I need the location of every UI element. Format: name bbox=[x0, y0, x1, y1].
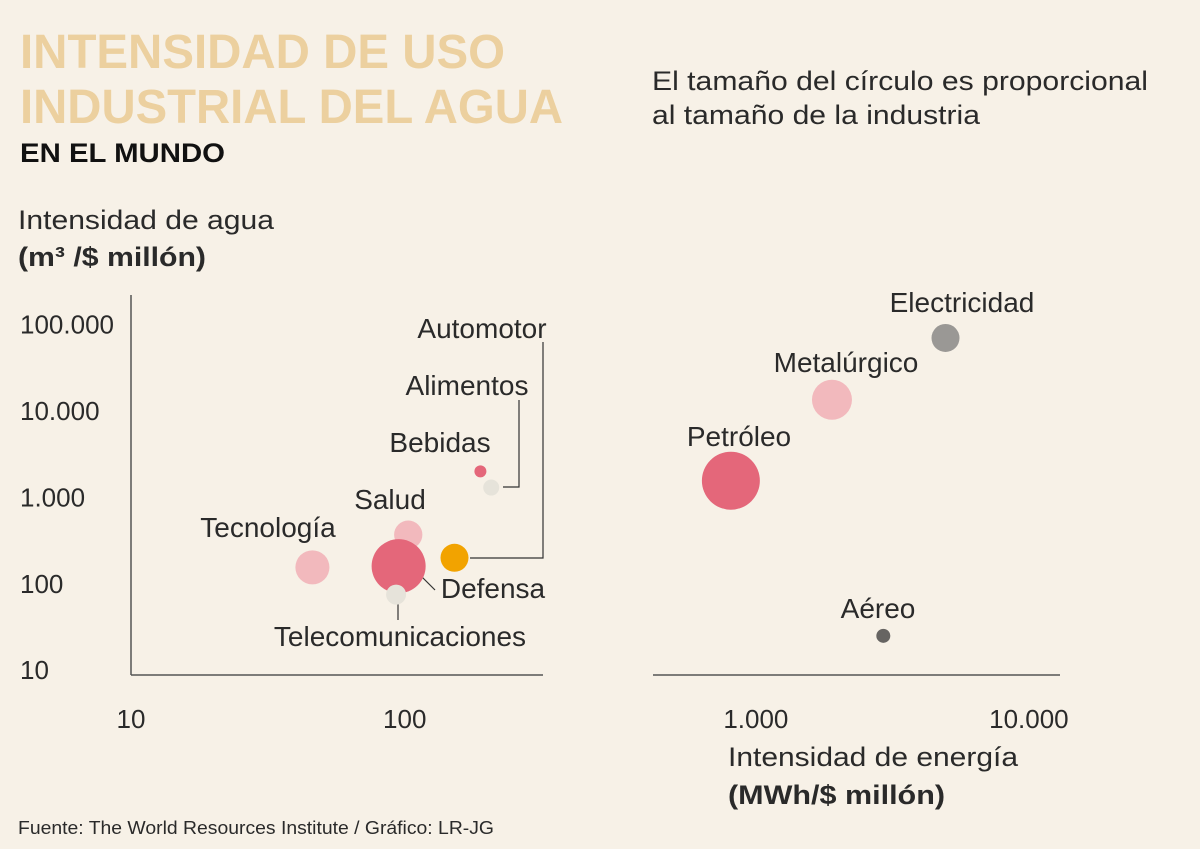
subtitle: EN EL MUNDO bbox=[20, 138, 225, 168]
y-tick-label: 100 bbox=[20, 569, 63, 599]
point-label: Defensa bbox=[441, 573, 546, 604]
x-tick-label: 1.000 bbox=[723, 704, 788, 734]
point-label: Bebidas bbox=[389, 427, 490, 458]
bubble bbox=[931, 323, 960, 352]
point-label: Telecomunicaciones bbox=[274, 621, 526, 652]
bubble bbox=[386, 584, 407, 605]
point-label: Tecnología bbox=[200, 512, 336, 543]
point-label: Metalúrgico bbox=[774, 347, 919, 378]
leader-line bbox=[470, 342, 544, 559]
bubble bbox=[811, 379, 852, 420]
leader-line bbox=[503, 400, 520, 488]
y-tick-label: 100.000 bbox=[20, 310, 114, 340]
source: Fuente: The World Resources Institute / … bbox=[18, 818, 494, 838]
point-label: Petróleo bbox=[687, 421, 791, 452]
bubble bbox=[295, 550, 330, 585]
title-line: INDUSTRIAL DEL AGUA bbox=[20, 81, 563, 134]
bubble bbox=[483, 479, 500, 496]
x-tick-label: 100 bbox=[383, 704, 426, 734]
title-line: INTENSIDAD DE USO bbox=[20, 26, 505, 79]
x-axis-label: Intensidad de energía bbox=[728, 742, 1019, 772]
bubble bbox=[371, 539, 426, 594]
point-label: Salud bbox=[354, 484, 426, 515]
note: al tamaño de la industria bbox=[652, 100, 981, 130]
y-axis-label: Intensidad de agua bbox=[18, 205, 275, 235]
x-tick-label: 10.000 bbox=[989, 704, 1069, 734]
bubble bbox=[876, 628, 891, 643]
x-tick-label: 10 bbox=[117, 704, 146, 734]
point-label: Aéreo bbox=[841, 593, 916, 624]
y-axis-label: (m³ /$ millón) bbox=[18, 242, 206, 272]
y-tick-label: 10.000 bbox=[20, 396, 100, 426]
y-tick-label: 1.000 bbox=[20, 482, 85, 512]
bubble bbox=[440, 543, 469, 572]
point-label: Automotor bbox=[417, 313, 546, 344]
point-label: Electricidad bbox=[890, 287, 1035, 318]
bubble bbox=[701, 451, 760, 510]
axes bbox=[130, 295, 1060, 676]
y-tick-label: 10 bbox=[20, 655, 49, 685]
point-label: Alimentos bbox=[406, 370, 529, 401]
note: El tamaño del círculo es proporcional bbox=[652, 66, 1148, 96]
bubble bbox=[474, 465, 487, 478]
x-axis-label: (MWh/$ millón) bbox=[728, 780, 945, 810]
